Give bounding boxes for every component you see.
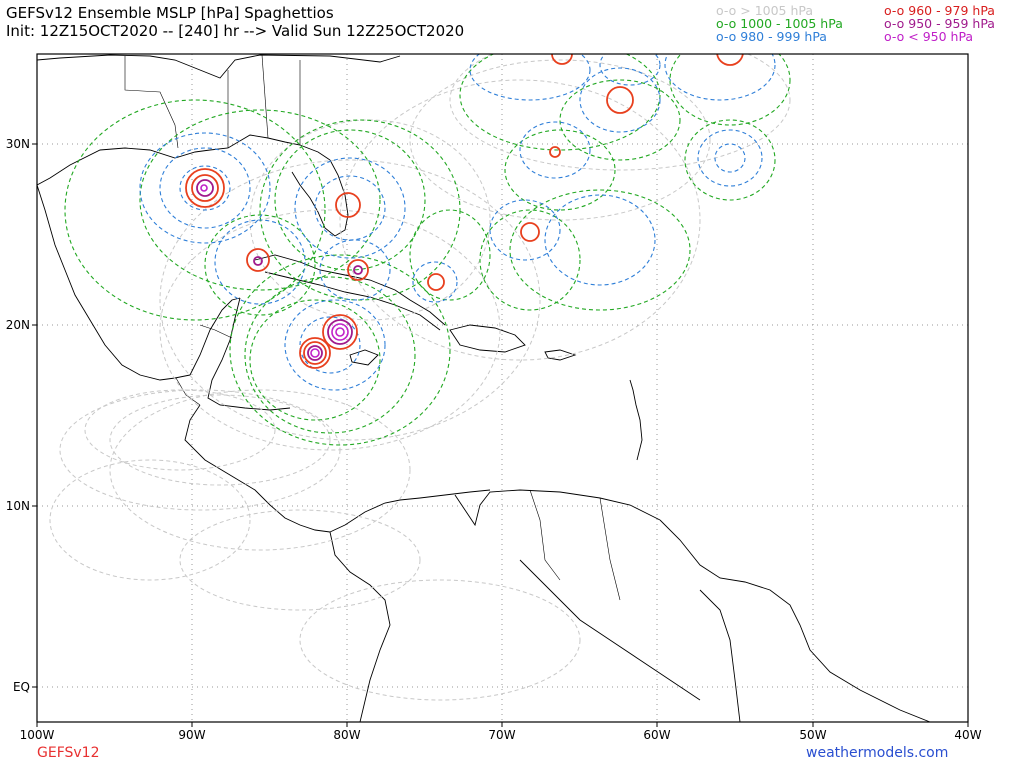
borders [124,54,621,601]
legend-960-979: o-o 960 - 979 hPa [884,3,995,18]
lat-label-20n: 20N [5,318,30,332]
lon-label-100w: 100W [19,728,55,742]
legend-950-959: o-o 950 - 959 hPa [884,16,995,31]
contours-950-959 [196,179,363,361]
legend-980-999: o-o 980 - 999 hPa [716,29,827,44]
legend-1000-1005: o-o 1000 - 1005 hPa [716,16,843,31]
contours-980-999 [139,54,776,391]
lon-label-50w: 50W [799,728,827,742]
lon-label-70w: 70W [488,728,516,742]
contours-lt950 [200,184,349,358]
contours-1000-1005 [64,54,791,446]
lat-label-10n: 10N [5,499,30,513]
lat-label-eq: EQ [12,680,30,694]
axis-ticks [32,143,969,727]
lon-label-90w: 90W [178,728,206,742]
lat-label-30n: 30N [5,137,30,151]
footer-site-link[interactable]: weathermodels.com [806,745,949,761]
lon-label-80w: 80W [333,728,361,742]
map-subtitle: Init: 12Z15OCT2020 -- [240] hr --> Valid… [6,22,465,40]
legend-lt950: o-o < 950 hPa [884,29,974,44]
graticule [37,54,968,722]
map-title: GEFSv12 Ensemble MSLP [hPa] Spaghettios [6,4,334,22]
coastline [37,54,931,722]
contours-gt1005 [49,54,791,701]
contours-960-979 [185,54,744,369]
lon-label-40w: 40W [954,728,982,742]
legend-gt1005: o-o > 1005 hPa [716,3,814,18]
lon-label-60w: 60W [643,728,671,742]
footer-model-name: GEFSv12 [37,745,100,761]
